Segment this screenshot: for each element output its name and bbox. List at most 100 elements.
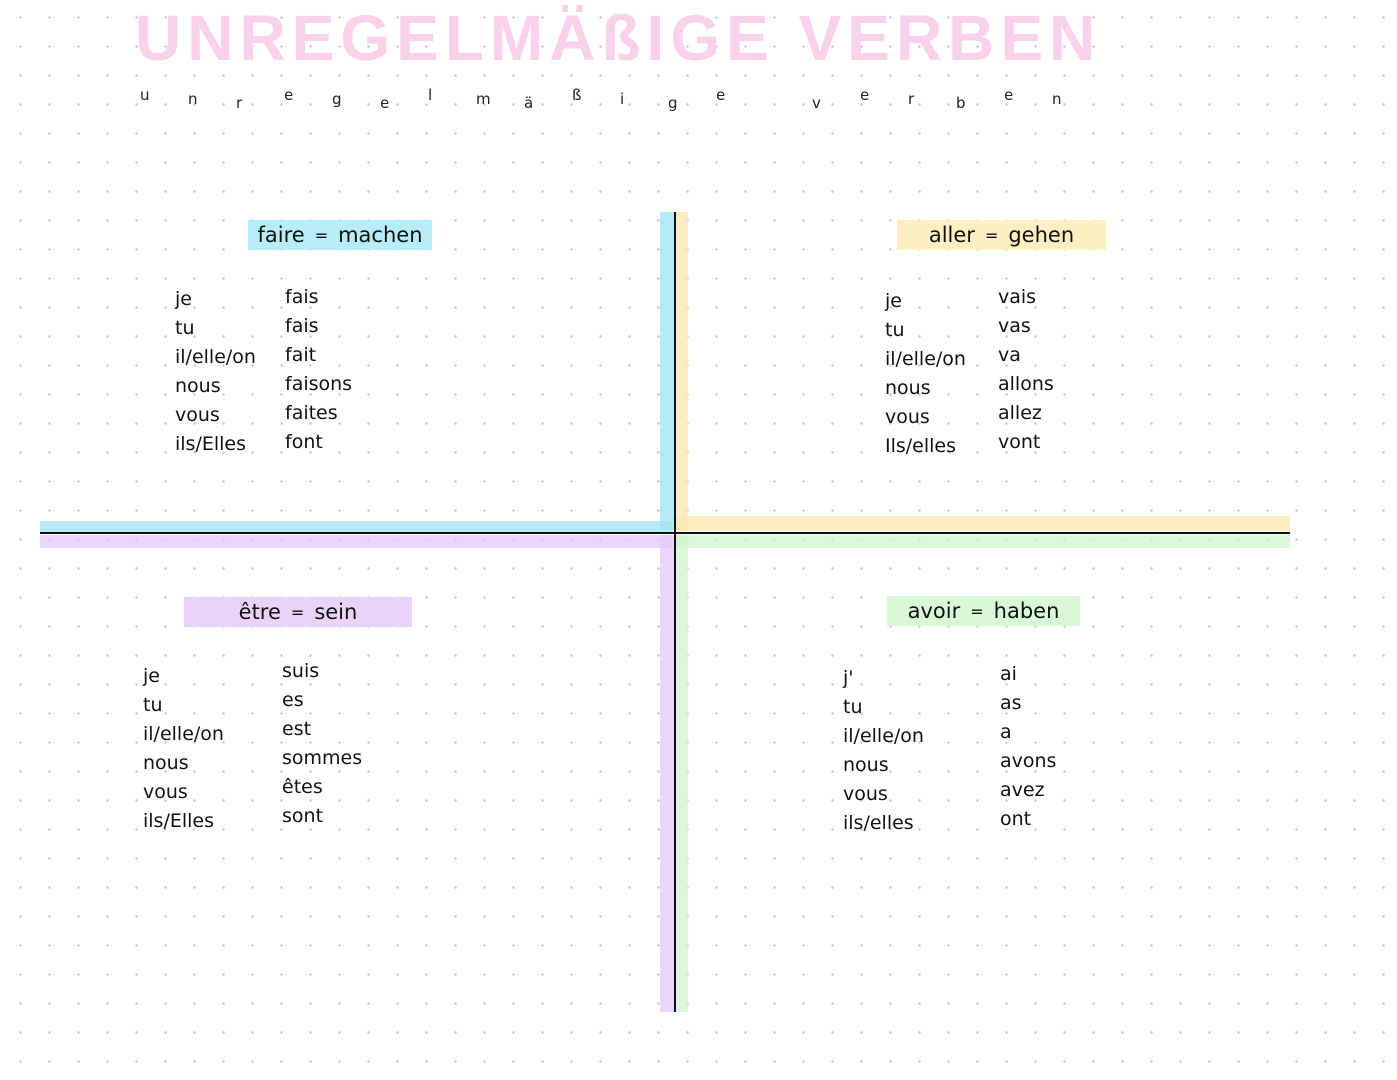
subtitle-letter: u [140, 86, 150, 104]
verb: faire [257, 223, 305, 247]
faire-pronouns: je tu il/elle/on nous vous ils/Elles [175, 285, 256, 459]
subtitle-letter: e [716, 86, 726, 104]
equals: = [970, 601, 984, 621]
verb-form: vas [998, 315, 1031, 337]
etre-forms: suis es est sommes êtes sont [282, 657, 362, 831]
subtitle-letter: l [428, 86, 433, 104]
verb-form: va [998, 344, 1021, 366]
subtitle-letter: g [668, 94, 678, 112]
verb: être [238, 600, 281, 624]
pronoun: tu [175, 317, 195, 339]
pronoun: je [175, 288, 192, 310]
pronoun: vous [843, 783, 888, 805]
yellow-highlight-vertical [676, 212, 688, 530]
verb: aller [928, 223, 975, 247]
subtitle-letter: r [236, 94, 243, 112]
pronoun: il/elle/on [885, 348, 966, 370]
subtitle-letter: r [908, 90, 915, 108]
subtitle-letter: i [620, 90, 625, 108]
pronoun: vous [143, 781, 188, 803]
subtitle-letter: b [956, 94, 966, 112]
verb-form: fait [285, 344, 317, 366]
verb-form: allons [998, 373, 1054, 395]
pronoun: ils/elles [843, 812, 914, 834]
pronoun: il/elle/on [175, 346, 256, 368]
subtitle-letter: e [1004, 86, 1014, 104]
pronoun: je [885, 290, 902, 312]
blue-highlight-vertical [660, 212, 674, 530]
aller-header: aller = gehen [897, 220, 1106, 250]
equals: = [314, 225, 329, 245]
subtitle-letter: n [1052, 90, 1062, 108]
avoir-forms: ai as a avons avez ont [1000, 660, 1056, 834]
etre-pronouns: je tu il/elle/on nous vous ils/Elles [143, 662, 224, 836]
verb-form: a [1000, 721, 1012, 743]
blue-highlight-horizontal [40, 521, 672, 533]
verb-form: avons [1000, 750, 1057, 772]
meaning: gehen [1008, 223, 1075, 247]
purple-highlight-vertical [660, 535, 674, 1012]
verb-form: fais [285, 286, 319, 308]
meaning: machen [338, 223, 423, 247]
pronoun: il/elle/on [843, 725, 924, 747]
subtitle-letter: m [476, 90, 491, 108]
pronoun: tu [885, 319, 905, 341]
verb-form: sommes [282, 747, 363, 769]
aller-pronouns: je tu il/elle/on nous vous Ils/elles [885, 287, 966, 461]
verb-form: vont [998, 431, 1041, 453]
pronoun: ils/Elles [143, 810, 215, 832]
subtitle-letter: e [380, 94, 390, 112]
verb: avoir [907, 599, 961, 623]
meaning: sein [314, 600, 358, 624]
verb-form: ai [1000, 663, 1017, 685]
verb-form: êtes [282, 776, 323, 798]
verb-form: es [282, 689, 304, 711]
subtitle-letter: v [812, 94, 821, 112]
avoir-pronouns: j' tu il/elle/on nous vous ils/elles [843, 664, 924, 838]
verb-form: sont [282, 805, 324, 827]
equals: = [290, 602, 305, 622]
verb-form: font [285, 431, 323, 453]
verb-form: avez [1000, 779, 1045, 801]
pronoun: nous [885, 377, 931, 399]
pronoun: ils/Elles [175, 433, 247, 455]
pronoun: Ils/elles [885, 435, 957, 457]
subtitle-letter: n [188, 90, 198, 108]
pronoun: nous [175, 375, 221, 397]
verb-form: as [1000, 692, 1022, 714]
pronoun: vous [175, 404, 220, 426]
yellow-highlight-horizontal [676, 516, 1290, 531]
green-highlight-vertical [676, 535, 688, 1012]
subtitle-letter: ß [572, 86, 582, 104]
aller-forms: vais vas va allons allez vont [998, 283, 1054, 457]
subtitle-letter: g [332, 90, 342, 108]
pronoun: tu [843, 696, 863, 718]
equals: = [984, 225, 999, 245]
pronoun: j' [843, 667, 854, 689]
pronoun: nous [843, 754, 889, 776]
subtitle-letter: e [284, 86, 294, 104]
verb-form: faites [285, 402, 338, 424]
verb-form: faisons [285, 373, 353, 395]
verb-form: vais [998, 286, 1037, 308]
avoir-header: avoir = haben [887, 596, 1080, 626]
etre-header: être = sein [184, 597, 412, 627]
purple-highlight-horizontal [40, 535, 672, 548]
subtitle-letter [764, 90, 812, 112]
verb-form: allez [998, 402, 1042, 424]
faire-forms: fais fais fait faisons faites font [285, 283, 352, 457]
pronoun: il/elle/on [143, 723, 224, 745]
pronoun: nous [143, 752, 189, 774]
pronoun: vous [885, 406, 930, 428]
pronoun: tu [143, 694, 163, 716]
green-highlight-horizontal [676, 535, 1290, 548]
verb-form: est [282, 718, 312, 740]
faire-header: faire = machen [248, 220, 432, 250]
page-title: UNREGELMÄßIGE VERBEN [135, 2, 1102, 74]
horizontal-divider [40, 532, 1290, 534]
vertical-divider [674, 212, 676, 1012]
verb-form: ont [1000, 808, 1032, 830]
meaning: haben [993, 599, 1060, 623]
verb-form: fais [285, 315, 319, 337]
